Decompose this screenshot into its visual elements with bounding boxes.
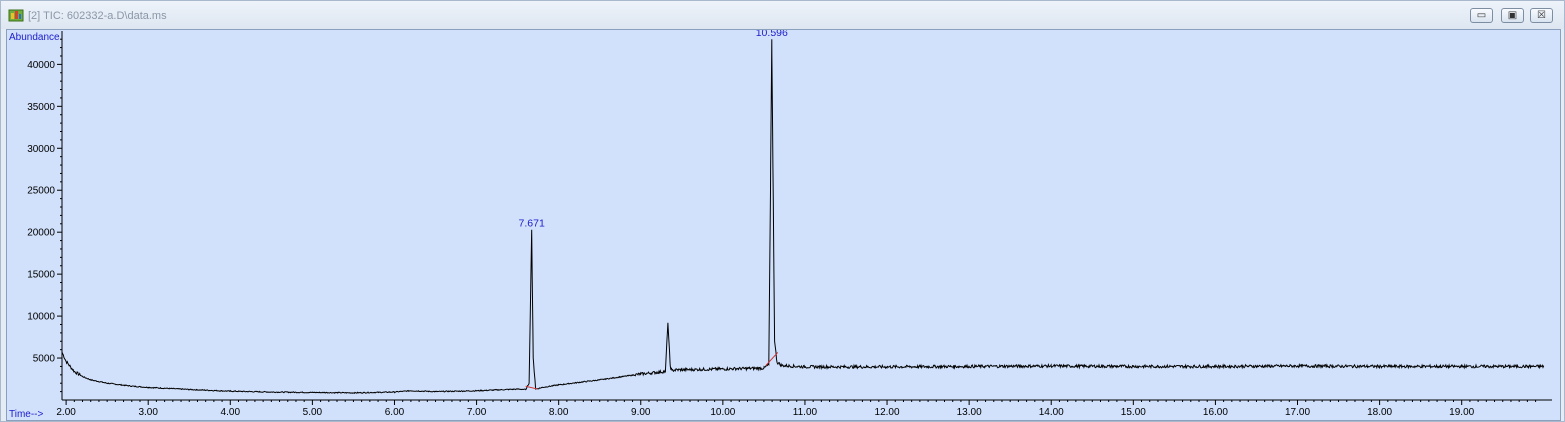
peak-baseline-marker xyxy=(765,352,779,366)
close-button[interactable]: ☒ xyxy=(1530,8,1553,23)
tic-trace-line xyxy=(61,39,1545,395)
x-tick-label: 4.00 xyxy=(221,407,241,418)
tic-chromatogram-chart[interactable]: 500010000150002000025000300003500040000 … xyxy=(7,30,1560,420)
x-tick-label: 13.00 xyxy=(957,407,982,418)
y-tick-label: 40000 xyxy=(27,60,55,71)
x-tick-label: 19.00 xyxy=(1449,407,1474,418)
x-tick-label: 12.00 xyxy=(875,407,900,418)
x-tick-label: 2.00 xyxy=(56,407,76,418)
x-tick-label: 10.00 xyxy=(710,407,735,418)
x-tick-label: 6.00 xyxy=(385,407,405,418)
restore-button[interactable]: ▣ xyxy=(1501,8,1524,23)
y-tick-label: 35000 xyxy=(27,102,55,113)
x-axis: 2.00 3.00 4.00 5.00 6.00 7.00 8.00 9.00 10.00 11.… xyxy=(56,399,1552,418)
minimize-button[interactable]: ▭ xyxy=(1470,8,1493,23)
x-tick-label: 18.00 xyxy=(1367,407,1392,418)
y-tick-label: 25000 xyxy=(27,186,55,197)
x-tick-label: 7.00 xyxy=(467,407,487,418)
x-tick-label: 11.00 xyxy=(793,407,818,418)
x-tick-label: 8.00 xyxy=(549,407,569,418)
y-axis-title: Abundance xyxy=(9,32,60,43)
y-tick-label: 30000 xyxy=(27,144,55,155)
window-title: [2] TIC: 602332-a.D\data.ms xyxy=(28,10,167,22)
title-bar[interactable]: [2] TIC: 602332-a.D\data.ms ▭ ▣ ☒ xyxy=(1,1,1564,29)
x-axis-title: Time--> xyxy=(9,409,44,420)
x-tick-label: 3.00 xyxy=(138,407,158,418)
peak-label: 10.596 xyxy=(756,30,788,39)
peak-label: 7.671 xyxy=(519,218,545,230)
y-tick-label: 20000 xyxy=(27,228,55,239)
chromatogram-plot-area[interactable]: 5000 10000 15000 20000 25000 30000 35000 40000 … xyxy=(6,29,1561,421)
y-axis: 5000 10000 15000 20000 25000 30000 35000 40000 xyxy=(27,31,63,400)
x-tick-label: 16.00 xyxy=(1203,407,1228,418)
x-tick-label: 17.00 xyxy=(1285,407,1310,418)
y-tick-label: 10000 xyxy=(27,312,55,323)
x-tick-label: 5.00 xyxy=(303,407,323,418)
peak-labels: 7.671 10.596 xyxy=(519,30,788,390)
x-tick-label: 9.00 xyxy=(631,407,651,418)
chromatogram-app-icon xyxy=(8,9,24,22)
y-tick-label: 15000 xyxy=(27,270,55,281)
y-tick-label: 5000 xyxy=(33,354,56,365)
x-tick-label: 14.00 xyxy=(1039,407,1064,418)
x-tick-label: 15.00 xyxy=(1121,407,1146,418)
peak-baseline-marker xyxy=(525,385,538,390)
